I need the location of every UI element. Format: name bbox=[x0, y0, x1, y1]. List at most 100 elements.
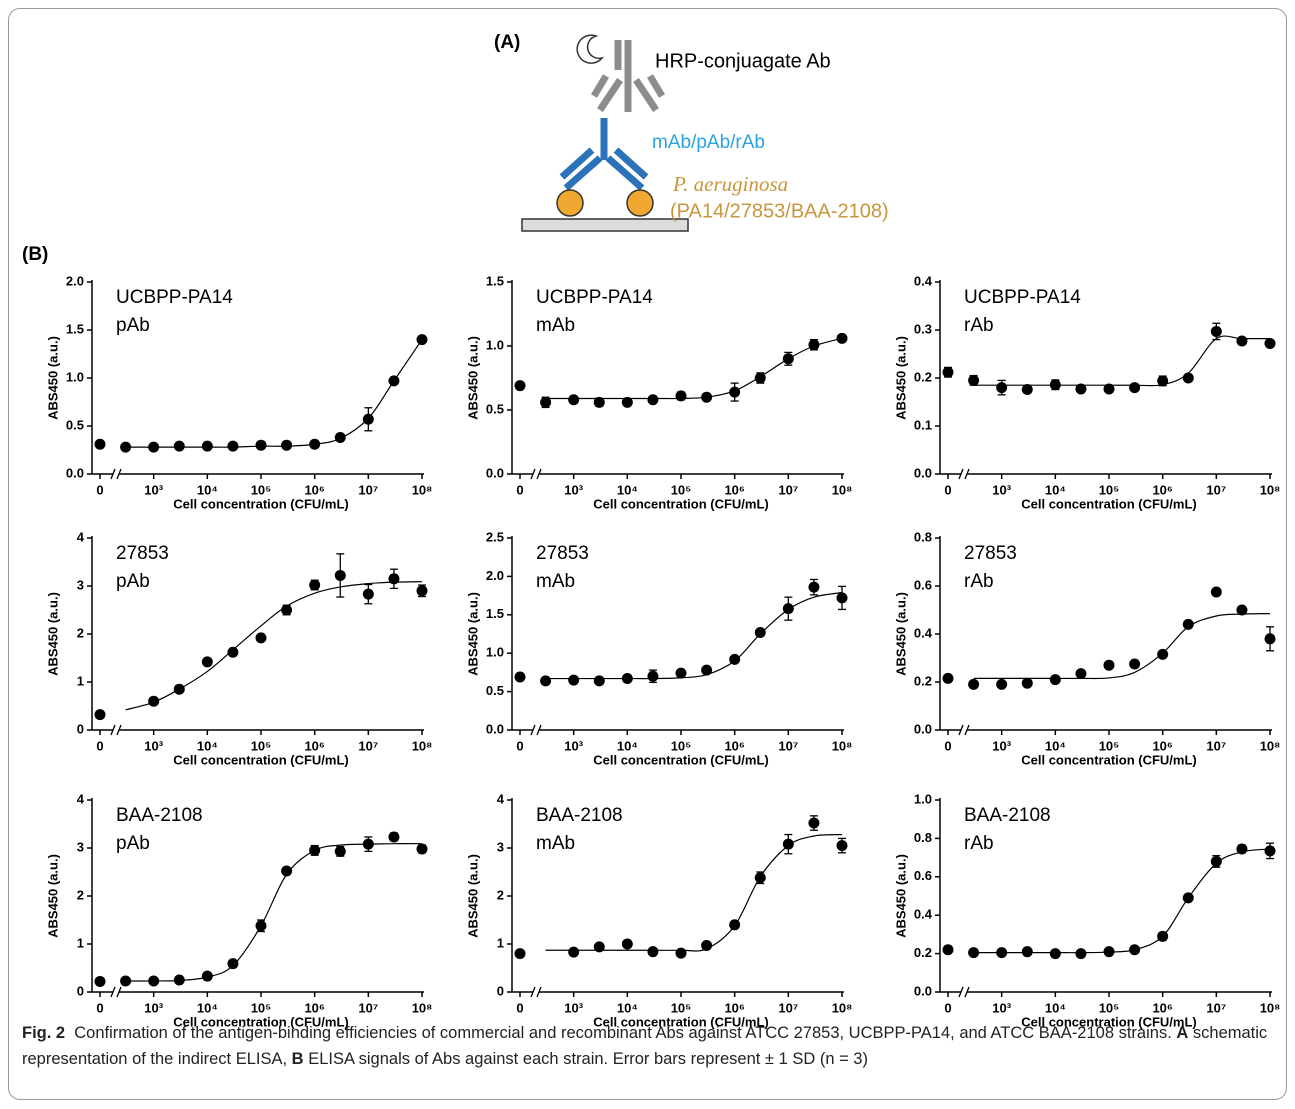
chart-title: BAA-2108 bbox=[964, 805, 1051, 826]
chart-title: BAA-2108 bbox=[536, 805, 623, 826]
x-tick-label: 10⁵ bbox=[1099, 1000, 1120, 1015]
axis-break bbox=[536, 986, 542, 998]
data-point bbox=[281, 604, 293, 616]
chart-subtitle: mAb bbox=[536, 571, 575, 592]
y-tick-label: 0.0 bbox=[914, 721, 932, 736]
x-tick-label: 10⁵ bbox=[671, 482, 692, 497]
y-tick-label: 1.0 bbox=[486, 337, 504, 352]
data-point bbox=[568, 674, 580, 686]
data-point bbox=[621, 396, 633, 408]
data-point bbox=[1075, 383, 1087, 395]
y-tick-label: 0.3 bbox=[914, 321, 932, 336]
x-tick-label: 10⁵ bbox=[1099, 738, 1120, 753]
axis-break bbox=[961, 471, 967, 477]
x-tick-label: 10³ bbox=[144, 1000, 163, 1015]
data-point bbox=[362, 413, 374, 425]
y-tick-label: 0.4 bbox=[914, 273, 933, 288]
data-point bbox=[568, 946, 580, 958]
x-tick-label: 10⁵ bbox=[1099, 482, 1120, 497]
data-point bbox=[647, 394, 659, 406]
y-tick-label: 0.5 bbox=[66, 417, 84, 432]
data-point bbox=[593, 675, 605, 687]
data-point bbox=[782, 838, 794, 850]
data-point bbox=[1075, 668, 1087, 680]
axis-break bbox=[958, 724, 964, 736]
caption-label: B bbox=[291, 1050, 304, 1068]
x-tick-label: 10⁴ bbox=[617, 738, 638, 753]
x-tick-label: 10⁸ bbox=[832, 738, 853, 753]
fit-curve bbox=[545, 337, 843, 400]
x-tick-label: 10⁷ bbox=[1206, 1000, 1226, 1015]
data-point bbox=[1103, 946, 1115, 958]
fit-curve bbox=[973, 848, 1271, 954]
fit-curve bbox=[545, 591, 843, 680]
y-tick-label: 0.6 bbox=[914, 577, 932, 592]
fit-curve bbox=[125, 339, 423, 448]
y-tick-label: 1.0 bbox=[914, 791, 932, 806]
data-point bbox=[334, 845, 346, 857]
data-point bbox=[1210, 325, 1222, 337]
x-tick-label: 10⁵ bbox=[671, 1000, 692, 1015]
x-axis-label: Cell concentration (CFU/mL) bbox=[1021, 752, 1197, 767]
fit-curve bbox=[973, 613, 1271, 680]
x-tick-label: 0 bbox=[944, 482, 951, 497]
plate bbox=[521, 218, 689, 232]
data-point bbox=[227, 646, 239, 658]
chart-subtitle: mAb bbox=[536, 315, 575, 336]
data-point bbox=[1182, 372, 1194, 384]
data-point bbox=[675, 947, 687, 959]
figure-label: Fig. 2 bbox=[22, 1024, 66, 1042]
data-point bbox=[836, 332, 848, 344]
data-point bbox=[1129, 944, 1141, 956]
data-point bbox=[201, 656, 213, 668]
data-point bbox=[540, 396, 552, 408]
chart-title: UCBPP-PA14 bbox=[964, 287, 1081, 308]
y-tick-label: 2 bbox=[77, 887, 84, 902]
data-point bbox=[675, 390, 687, 402]
x-tick-label: 0 bbox=[516, 1000, 523, 1015]
y-tick-label: 0.2 bbox=[914, 945, 932, 960]
y-tick-label: 0.4 bbox=[914, 625, 933, 640]
y-axis-label: ABS450 (a.u.) bbox=[465, 854, 480, 938]
chart-subtitle: rAb bbox=[964, 571, 994, 592]
data-point bbox=[1264, 633, 1276, 645]
y-tick-label: 2.0 bbox=[486, 568, 504, 583]
y-tick-label: 0 bbox=[77, 983, 84, 998]
caption: Fig. 2 Confirmation of the antigen-bindi… bbox=[22, 1020, 1274, 1072]
x-tick-label: 10⁷ bbox=[1206, 482, 1226, 497]
x-tick-label: 10⁶ bbox=[304, 482, 324, 497]
y-tick-label: 4 bbox=[497, 791, 505, 806]
x-tick-label: 10³ bbox=[564, 738, 583, 753]
axis-break bbox=[116, 468, 122, 480]
y-tick-label: 0.8 bbox=[914, 830, 932, 845]
chart-subtitle: pAb bbox=[116, 833, 150, 854]
x-axis-label: Cell concentration (CFU/mL) bbox=[173, 1014, 349, 1029]
x-tick-label: 10⁷ bbox=[1206, 738, 1226, 753]
data-point bbox=[416, 334, 428, 346]
data-point bbox=[388, 573, 400, 585]
x-tick-label: 10⁸ bbox=[1260, 738, 1281, 753]
axis-break bbox=[116, 724, 122, 736]
x-tick-label: 10⁵ bbox=[671, 738, 692, 753]
data-point bbox=[1264, 337, 1276, 349]
fit-curve bbox=[125, 843, 423, 982]
y-tick-label: 2.0 bbox=[66, 273, 84, 288]
x-tick-label: 10⁷ bbox=[358, 482, 378, 497]
y-tick-label: 0 bbox=[497, 983, 504, 998]
chart-subtitle: mAb bbox=[536, 833, 575, 854]
data-point bbox=[1157, 375, 1169, 387]
x-tick-label: 10³ bbox=[564, 482, 583, 497]
x-tick-label: 0 bbox=[944, 1000, 951, 1015]
data-point bbox=[201, 440, 213, 452]
chart-title: 27853 bbox=[116, 543, 169, 564]
y-tick-label: 1.0 bbox=[486, 645, 504, 660]
capture-antibody bbox=[559, 118, 649, 191]
x-tick-label: 10³ bbox=[992, 1000, 1011, 1015]
x-tick-label: 10⁷ bbox=[778, 482, 798, 497]
detection-antibody bbox=[590, 40, 666, 112]
data-point bbox=[514, 948, 526, 960]
x-tick-label: 10⁵ bbox=[251, 482, 272, 497]
data-point bbox=[1210, 855, 1222, 867]
x-tick-label: 10⁴ bbox=[617, 482, 638, 497]
x-tick-label: 10⁸ bbox=[1260, 1000, 1281, 1015]
